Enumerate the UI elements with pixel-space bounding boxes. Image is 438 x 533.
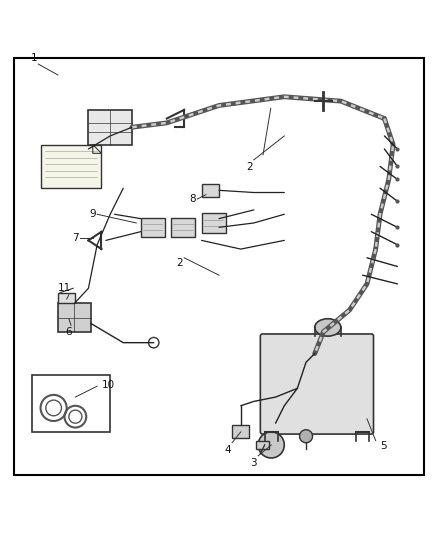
Bar	[171, 217, 195, 237]
Bar	[201, 184, 219, 197]
Bar	[58, 293, 75, 303]
Circle shape	[300, 430, 313, 443]
Text: 1: 1	[31, 53, 37, 63]
Text: 10: 10	[102, 380, 115, 390]
Bar	[58, 303, 91, 332]
Ellipse shape	[315, 319, 341, 336]
Text: 9: 9	[89, 209, 96, 219]
Circle shape	[258, 432, 284, 458]
Bar	[256, 441, 269, 449]
Bar	[141, 217, 165, 237]
Bar	[232, 425, 250, 439]
Bar	[201, 213, 226, 233]
Text: 2: 2	[246, 162, 253, 172]
FancyBboxPatch shape	[41, 144, 102, 188]
Bar	[32, 375, 110, 432]
Text: 7: 7	[72, 233, 79, 243]
Text: 8: 8	[190, 194, 196, 204]
Text: 4: 4	[224, 445, 231, 455]
Text: 5: 5	[380, 441, 387, 450]
Text: 3: 3	[251, 458, 257, 468]
FancyBboxPatch shape	[260, 334, 374, 434]
Text: 11: 11	[58, 284, 71, 294]
Bar	[88, 110, 132, 144]
Text: 2: 2	[177, 258, 183, 268]
Text: 6: 6	[66, 327, 72, 337]
